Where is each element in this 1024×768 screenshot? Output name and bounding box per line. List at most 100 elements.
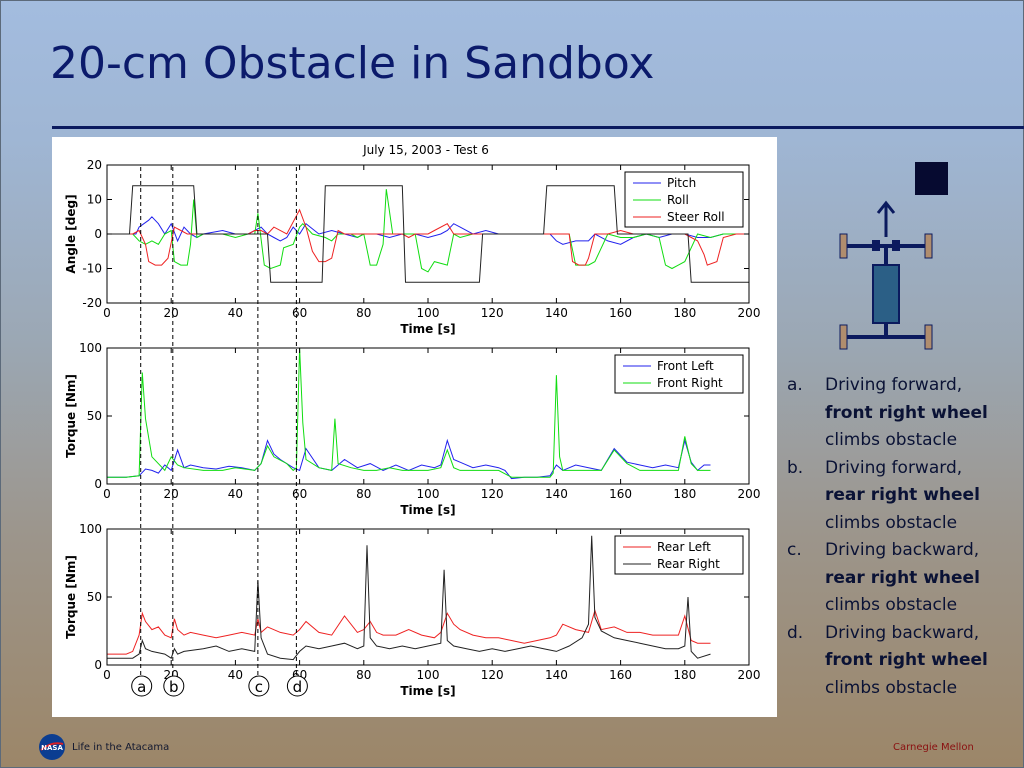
rover-body (872, 264, 900, 324)
note-wheel: rear right wheel (825, 485, 980, 505)
chart-figure: July 15, 2003 - Test 6 0 20 40 60 80 100 120 14… (52, 137, 777, 717)
y-tick-label: 100 (79, 341, 102, 355)
legend-label: Steer Roll (667, 210, 725, 224)
note-line1: Driving backward, (825, 540, 980, 560)
rover-diagram (839, 162, 948, 350)
plot-panel-2: 0 20 40 60 80 100 120 140 160 180 200 100 50 0 Time [s… (64, 341, 760, 517)
x-tick-label: 140 (545, 306, 568, 320)
note-line3: climbs obstacle (825, 677, 958, 698)
slide-title: 20-cm Obstacle in Sandbox (50, 38, 655, 89)
note-item-c: c. Driving backward, rear right wheel cl… (785, 537, 1020, 620)
note-line3: climbs obstacle (825, 595, 958, 615)
note-item-a: a. Driving forward, front right wheel cl… (785, 372, 1020, 455)
wheel-rear-left (839, 324, 848, 350)
wheel-front-right (924, 233, 933, 259)
series-line-steer-command (107, 185, 749, 283)
legend-label: Pitch (667, 176, 696, 190)
series-line-pitch (107, 216, 749, 245)
note-wheel: rear right wheel (825, 567, 980, 588)
x-tick-label: 140 (545, 668, 568, 682)
stop-square-icon (915, 162, 948, 195)
steering-joint-right (892, 240, 900, 251)
note-marker: a. (787, 375, 803, 395)
y-tick-label: -20 (82, 296, 102, 310)
wheel-rear-right (924, 324, 933, 350)
x-tick-label: 40 (228, 487, 243, 501)
event-marker-circle (286, 675, 308, 697)
x-tick-label: 100 (417, 487, 440, 501)
y-tick-label: 100 (79, 522, 102, 536)
event-marker-label: b (169, 678, 179, 696)
x-tick-label: 80 (356, 487, 371, 501)
x-tick-label: 100 (417, 668, 440, 682)
note-line3: climbs obstacle (825, 512, 958, 533)
note-item-b: b. Driving forward, rear right wheel cli… (785, 455, 1020, 538)
event-marker-label: c (255, 678, 263, 696)
y-tick-label: 0 (94, 227, 102, 241)
x-tick-label: 180 (673, 668, 696, 682)
series-line-roll (107, 189, 749, 273)
legend-label: Front Right (657, 376, 723, 390)
y-tick-label: 0 (94, 658, 102, 672)
note-wheel: front right wheel (825, 650, 988, 670)
nasa-logo-text: NASA (41, 744, 63, 752)
x-tick-label: 20 (164, 306, 179, 320)
x-tick-label: 0 (103, 668, 111, 682)
x-tick-label: 40 (228, 668, 243, 682)
x-tick-label: 0 (103, 306, 111, 320)
note-marker: c. (787, 540, 802, 560)
y-axis-label: Torque [Nm] (64, 555, 78, 639)
y-tick-label: -10 (82, 262, 102, 276)
legend-label: Rear Left (657, 540, 711, 554)
x-tick-label: 180 (673, 306, 696, 320)
chart-svg: July 15, 2003 - Test 6 0 20 40 60 80 100 120 14… (64, 143, 760, 698)
legend-label: Rear Right (657, 557, 720, 571)
event-marker-circle (163, 675, 185, 697)
x-tick-label: 40 (228, 306, 243, 320)
x-tick-label: 80 (356, 306, 371, 320)
wheel-front-left (839, 233, 848, 259)
x-tick-label: 180 (673, 487, 696, 501)
y-tick-label: 20 (87, 158, 102, 172)
nasa-logo-icon: NASA (39, 734, 65, 760)
event-marker-label: d (293, 678, 303, 696)
note-line1: Driving forward, (825, 375, 963, 395)
x-tick-label: 0 (103, 487, 111, 501)
y-tick-label: 10 (87, 193, 102, 207)
y-tick-label: 50 (87, 590, 102, 604)
y-tick-label: 0 (94, 477, 102, 491)
x-axis-label: Time [s] (400, 503, 455, 517)
series-line-rear-right (107, 535, 711, 661)
note-wheel: front right wheel (825, 402, 988, 423)
x-tick-label: 200 (738, 668, 761, 682)
note-marker: b. (787, 457, 804, 478)
x-tick-label: 120 (481, 668, 504, 682)
footer-left: NASA Life in the Atacama (38, 733, 169, 761)
event-marker-circle (131, 675, 153, 697)
plot-panel-1: 0 20 40 60 80 100 120 140 160 180 20020100-10-20Ti… (64, 158, 760, 336)
x-tick-label: 20 (164, 487, 179, 501)
series-line-front-left (107, 438, 711, 480)
y-axis-label: Torque [Nm] (64, 374, 78, 458)
y-tick-label: 50 (87, 409, 102, 423)
x-tick-label: 80 (356, 668, 371, 682)
event-notes-list: a. Driving forward, front right wheel cl… (785, 372, 1020, 702)
note-line1: Driving forward, (825, 457, 963, 478)
legend-label: Front Left (657, 359, 714, 373)
x-tick-label: 60 (292, 306, 307, 320)
x-axis-label: Time [s] (400, 684, 455, 698)
steering-joint-left (872, 240, 880, 251)
footer-institution: Carnegie Mellon (893, 742, 974, 753)
x-tick-label: 200 (738, 487, 761, 501)
legend-box (614, 354, 744, 394)
legend-box (614, 535, 744, 575)
up-arrow-icon (876, 200, 896, 214)
note-item-d: d. Driving backward, front right wheel c… (785, 620, 1020, 703)
x-tick-label: 140 (545, 487, 568, 501)
x-tick-label: 120 (481, 306, 504, 320)
x-tick-label: 160 (609, 487, 632, 501)
title-underline (52, 126, 1024, 129)
chart-title: July 15, 2003 - Test 6 (362, 143, 489, 157)
y-axis-label: Angle [deg] (64, 194, 78, 273)
